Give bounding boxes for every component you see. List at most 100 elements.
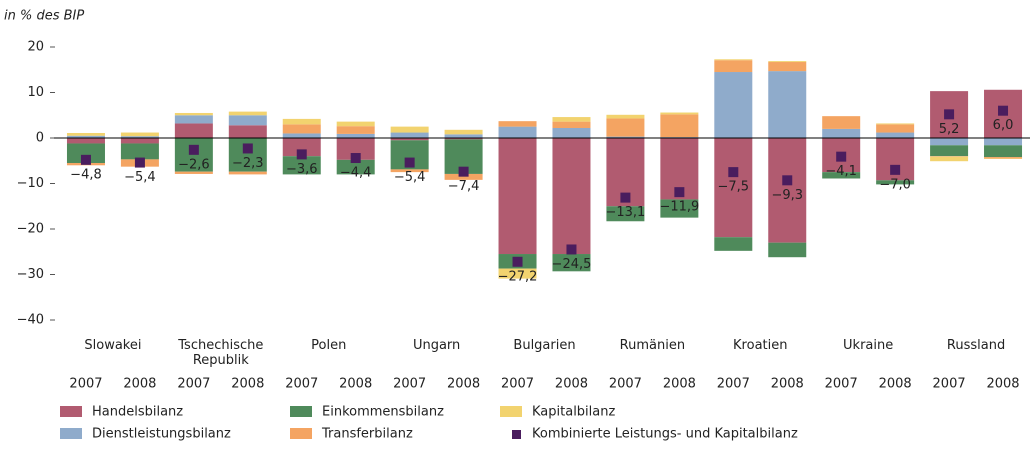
legend-swatch bbox=[500, 406, 522, 417]
combined-marker bbox=[566, 244, 577, 255]
bar-segment bbox=[282, 133, 321, 138]
value-label: −4,8 bbox=[70, 167, 102, 182]
value-label: −13,1 bbox=[605, 205, 645, 220]
y-tick-label: −40 bbox=[17, 313, 44, 328]
value-label: −7,0 bbox=[879, 177, 911, 192]
bar-segment bbox=[390, 138, 429, 141]
bar-segment bbox=[174, 171, 213, 174]
bar-segment bbox=[714, 237, 753, 251]
bar-segment bbox=[444, 138, 483, 140]
bar-segment bbox=[660, 112, 699, 115]
combined-marker bbox=[944, 109, 955, 120]
combined-marker bbox=[836, 151, 847, 162]
bar-segment bbox=[120, 138, 159, 144]
bar-segment bbox=[390, 169, 429, 173]
x-tick-label: 2007 bbox=[285, 377, 318, 392]
bar-segment bbox=[930, 138, 969, 146]
bar-segment bbox=[174, 138, 213, 172]
combined-marker bbox=[998, 105, 1009, 116]
value-label: −5,4 bbox=[124, 170, 156, 185]
x-tick-label: 2008 bbox=[879, 377, 912, 392]
bar-segment bbox=[390, 126, 429, 133]
x-tick-label: 2008 bbox=[555, 377, 588, 392]
legend-swatch bbox=[290, 406, 312, 417]
y-tick-label: 20 bbox=[27, 40, 44, 55]
bar-segment bbox=[336, 138, 375, 160]
x-tick-label: 2008 bbox=[663, 377, 696, 392]
bar-segment bbox=[174, 123, 213, 138]
bar-segment bbox=[228, 125, 267, 138]
legend-label: Kombinierte Leistungs- und Kapitalbilanz bbox=[532, 427, 798, 442]
y-tick-label: −20 bbox=[17, 222, 44, 237]
x-tick-label: 2007 bbox=[717, 377, 750, 392]
bar-segment bbox=[174, 112, 213, 116]
value-label: −4,1 bbox=[825, 164, 857, 179]
bar-segment bbox=[660, 199, 699, 218]
combined-marker bbox=[458, 166, 469, 177]
bar-segment bbox=[606, 118, 645, 137]
bar-segment bbox=[768, 138, 807, 243]
legend-swatch bbox=[60, 428, 82, 439]
group-label: Ukraine bbox=[843, 338, 894, 353]
y-tick-label: 10 bbox=[27, 85, 44, 100]
bar-segment bbox=[66, 132, 105, 136]
bar-segment bbox=[282, 124, 321, 134]
value-label: −7,5 bbox=[718, 180, 750, 195]
value-label: 5,2 bbox=[939, 122, 960, 137]
bar-segment bbox=[498, 121, 537, 127]
y-tick-label: 0 bbox=[36, 131, 44, 146]
bar-segment bbox=[930, 156, 969, 162]
combined-marker bbox=[620, 192, 631, 203]
bar-segment bbox=[120, 136, 159, 138]
legend-label: Einkommensbilanz bbox=[322, 405, 444, 420]
value-label: −5,4 bbox=[394, 170, 426, 185]
x-tick-label: 2008 bbox=[231, 377, 264, 392]
value-label: −7,4 bbox=[448, 179, 480, 194]
group-label: Kroatien bbox=[733, 338, 788, 353]
x-tick-label: 2007 bbox=[69, 377, 102, 392]
legend-label: Kapitalbilanz bbox=[532, 405, 615, 420]
bar-segment bbox=[876, 123, 915, 125]
legend-swatch bbox=[290, 428, 312, 439]
combined-marker bbox=[782, 175, 793, 186]
group-label: Tschechische Republik bbox=[178, 338, 264, 368]
x-tick-label: 2007 bbox=[393, 377, 426, 392]
bar-segment bbox=[714, 59, 753, 61]
combined-marker bbox=[80, 154, 91, 165]
bar-segment bbox=[714, 72, 753, 138]
combined-marker bbox=[512, 256, 523, 267]
bar-segment bbox=[228, 171, 267, 175]
bar-segment bbox=[444, 129, 483, 135]
bar-segment bbox=[714, 60, 753, 73]
bar-segment bbox=[336, 159, 375, 175]
bar-segment bbox=[336, 126, 375, 134]
value-label: −2,3 bbox=[232, 156, 264, 171]
combined-marker bbox=[350, 153, 361, 164]
combined-marker bbox=[404, 157, 415, 168]
bar-segment bbox=[228, 115, 267, 126]
value-label: −24,5 bbox=[552, 257, 592, 272]
bar-segment bbox=[282, 118, 321, 125]
x-tick-label: 2008 bbox=[447, 377, 480, 392]
y-tick-label: −10 bbox=[17, 176, 44, 191]
bar-segment bbox=[984, 138, 1023, 146]
combined-marker bbox=[296, 149, 307, 160]
bar-segment bbox=[768, 242, 807, 258]
combined-marker bbox=[890, 164, 901, 175]
bar-segment bbox=[498, 268, 537, 279]
x-tick-label: 2007 bbox=[177, 377, 210, 392]
bar-segment bbox=[552, 121, 591, 128]
bar-segment bbox=[606, 114, 645, 119]
bar-segment bbox=[876, 180, 915, 185]
x-tick-label: 2008 bbox=[771, 377, 804, 392]
bar-segment bbox=[822, 172, 861, 179]
combined-marker bbox=[242, 143, 253, 154]
bar-segment bbox=[822, 128, 861, 138]
bar-segment bbox=[552, 254, 591, 272]
bar-segment bbox=[282, 138, 321, 157]
bar-segment bbox=[876, 132, 915, 138]
bar-segment bbox=[714, 138, 753, 238]
group-label: Rumänien bbox=[619, 338, 686, 353]
y-tick-label: −30 bbox=[17, 267, 44, 282]
